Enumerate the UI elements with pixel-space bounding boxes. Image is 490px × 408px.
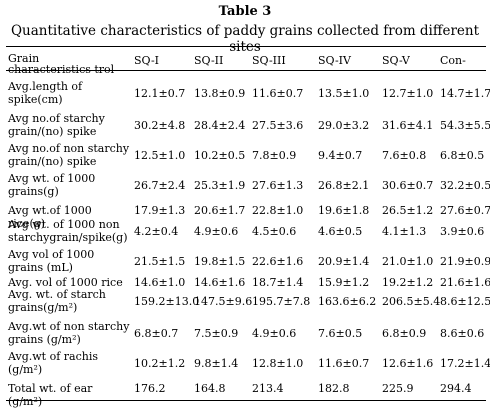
table-cell: 25.3±1.9 — [194, 179, 246, 192]
table-cell: 26.5±1.2 — [382, 204, 434, 217]
row-label: Avg no.of starchy grain/(no) spike — [8, 112, 105, 138]
table-number: Table 3 — [218, 4, 272, 19]
row-label: Avg vol of 1000 grains (mL) — [8, 248, 95, 274]
table-cell: 30.2±4.8 — [134, 119, 186, 132]
table-cell: 195.7±7.8 — [252, 295, 311, 308]
table-cell: 27.5±3.6 — [252, 119, 304, 132]
table-cell: 17.9±1.3 — [134, 204, 186, 217]
table-cell: 22.6±1.6 — [252, 255, 304, 268]
table-cell: 4.9±0.6 — [252, 327, 297, 340]
table-cell: 4.6±0.5 — [318, 225, 363, 238]
table-cell: 206.5±5.4 — [382, 295, 441, 308]
table-cell: 21.6±1.6 — [440, 276, 490, 289]
table-cell: 163.6±6.2 — [318, 295, 377, 308]
table-cell: 26.8±2.1 — [318, 179, 370, 192]
table-cell: 11.6±0.7 — [318, 357, 370, 370]
table-cell: 21.5±1.5 — [134, 255, 186, 268]
table-cell: 12.7±1.0 — [382, 87, 434, 100]
table-cell: 7.8±0.9 — [252, 149, 297, 162]
table-cell: 7.6±0.8 — [382, 149, 427, 162]
row-label: Avg no.of non starchy grain/(no) spike — [8, 142, 130, 168]
table-cell: 10.2±1.2 — [134, 357, 186, 370]
table-cell: 19.6±1.8 — [318, 204, 370, 217]
table-cell: 13.5±1.0 — [318, 87, 370, 100]
table-cell: 31.6±4.1 — [382, 119, 434, 132]
table-cell: 30.6±0.7 — [382, 179, 434, 192]
bottom-rule — [6, 400, 486, 401]
table-cell: 17.2±1.4 — [440, 357, 490, 370]
row-label: Total wt. of ear (g/m²) — [8, 382, 93, 408]
table-cell: 20.6±1.7 — [194, 204, 246, 217]
table-cell: 8.6±0.6 — [440, 327, 485, 340]
column-header: SQ-V — [382, 54, 410, 67]
table-caption: Quantitative characteristics of paddy gr… — [10, 23, 480, 55]
row-label: Avg wt.of 1000 rice(g) — [8, 204, 92, 230]
top-rule — [6, 46, 486, 47]
header-label: Grain characteristics trol — [8, 52, 115, 76]
table-cell: 10.2±0.5 — [194, 149, 246, 162]
row-label: Avg.wt of non starchy grains (g/m²) — [8, 320, 130, 346]
table-cell: 14.6±1.0 — [134, 276, 186, 289]
table-cell: 6.8±0.7 — [134, 327, 179, 340]
table-cell: 225.9 — [382, 382, 414, 395]
table-cell: 9.4±0.7 — [318, 149, 363, 162]
table-cell: 4.5±0.6 — [252, 225, 297, 238]
table-cell: 27.6±1.3 — [252, 179, 304, 192]
table-cell: 29.0±3.2 — [318, 119, 370, 132]
row-label: Avg.length of spike(cm) — [8, 80, 83, 106]
table-cell: 27.6±0.7 — [440, 204, 490, 217]
table-cell: 8.6±12.5 — [440, 295, 490, 308]
table-cell: 14.6±1.6 — [194, 276, 246, 289]
table-cell: 147.5±9.6 — [194, 295, 253, 308]
row-label: Avg. vol of 1000 rice — [8, 276, 123, 289]
row-label: Avg. wt. of starch grains(g/m²) — [8, 288, 106, 314]
table-cell: 213.4 — [252, 382, 284, 395]
table-cell: 28.4±2.4 — [194, 119, 246, 132]
table-cell: 12.5±1.0 — [134, 149, 186, 162]
table-cell: 21.0±1.0 — [382, 255, 434, 268]
table-cell: 164.8 — [194, 382, 226, 395]
table-cell: 12.8±1.0 — [252, 357, 304, 370]
table-cell: 26.7±2.4 — [134, 179, 186, 192]
row-label: Avg wt. of 1000 grains(g) — [8, 172, 96, 198]
table-cell: 182.8 — [318, 382, 350, 395]
row-label: Avg.wt of rachis (g/m²) — [8, 350, 98, 376]
table-cell: 4.2±0.4 — [134, 225, 179, 238]
header-rule — [6, 70, 486, 71]
table-cell: 22.8±1.0 — [252, 204, 304, 217]
table-cell: 18.7±1.4 — [252, 276, 304, 289]
table-cell: 15.9±1.2 — [318, 276, 370, 289]
table-cell: 32.2±0.5 — [440, 179, 490, 192]
table-cell: 176.2 — [134, 382, 166, 395]
row-label: Avg wt. of 1000 non starchygrain/spike(g… — [8, 218, 128, 244]
table-cell: 4.1±1.3 — [382, 225, 427, 238]
table-cell: 19.8±1.5 — [194, 255, 246, 268]
table-cell: 14.7±1.7 — [440, 87, 490, 100]
table-cell: 9.8±1.4 — [194, 357, 239, 370]
table-cell: 4.9±0.6 — [194, 225, 239, 238]
table-cell: 7.5±0.9 — [194, 327, 239, 340]
table-cell: 159.2±13.0 — [134, 295, 200, 308]
column-header: SQ-II — [194, 54, 224, 67]
table-cell: 19.2±1.2 — [382, 276, 434, 289]
column-header: SQ-IV — [318, 54, 351, 67]
column-header: SQ-I — [134, 54, 160, 67]
table-cell: 20.9±1.4 — [318, 255, 370, 268]
table-cell: 54.3±5.5 — [440, 119, 490, 132]
table-cell: 12.6±1.6 — [382, 357, 434, 370]
column-header: Con- — [440, 54, 466, 67]
table-cell: 3.9±0.6 — [440, 225, 485, 238]
column-header: SQ-III — [252, 54, 286, 67]
table-cell: 13.8±0.9 — [194, 87, 246, 100]
table-cell: 21.9±0.9 — [440, 255, 490, 268]
table-cell: 12.1±0.7 — [134, 87, 186, 100]
table-cell: 6.8±0.5 — [440, 149, 485, 162]
table-cell: 294.4 — [440, 382, 472, 395]
table-cell: 11.6±0.7 — [252, 87, 304, 100]
table-cell: 7.6±0.5 — [318, 327, 363, 340]
table-cell: 6.8±0.9 — [382, 327, 427, 340]
